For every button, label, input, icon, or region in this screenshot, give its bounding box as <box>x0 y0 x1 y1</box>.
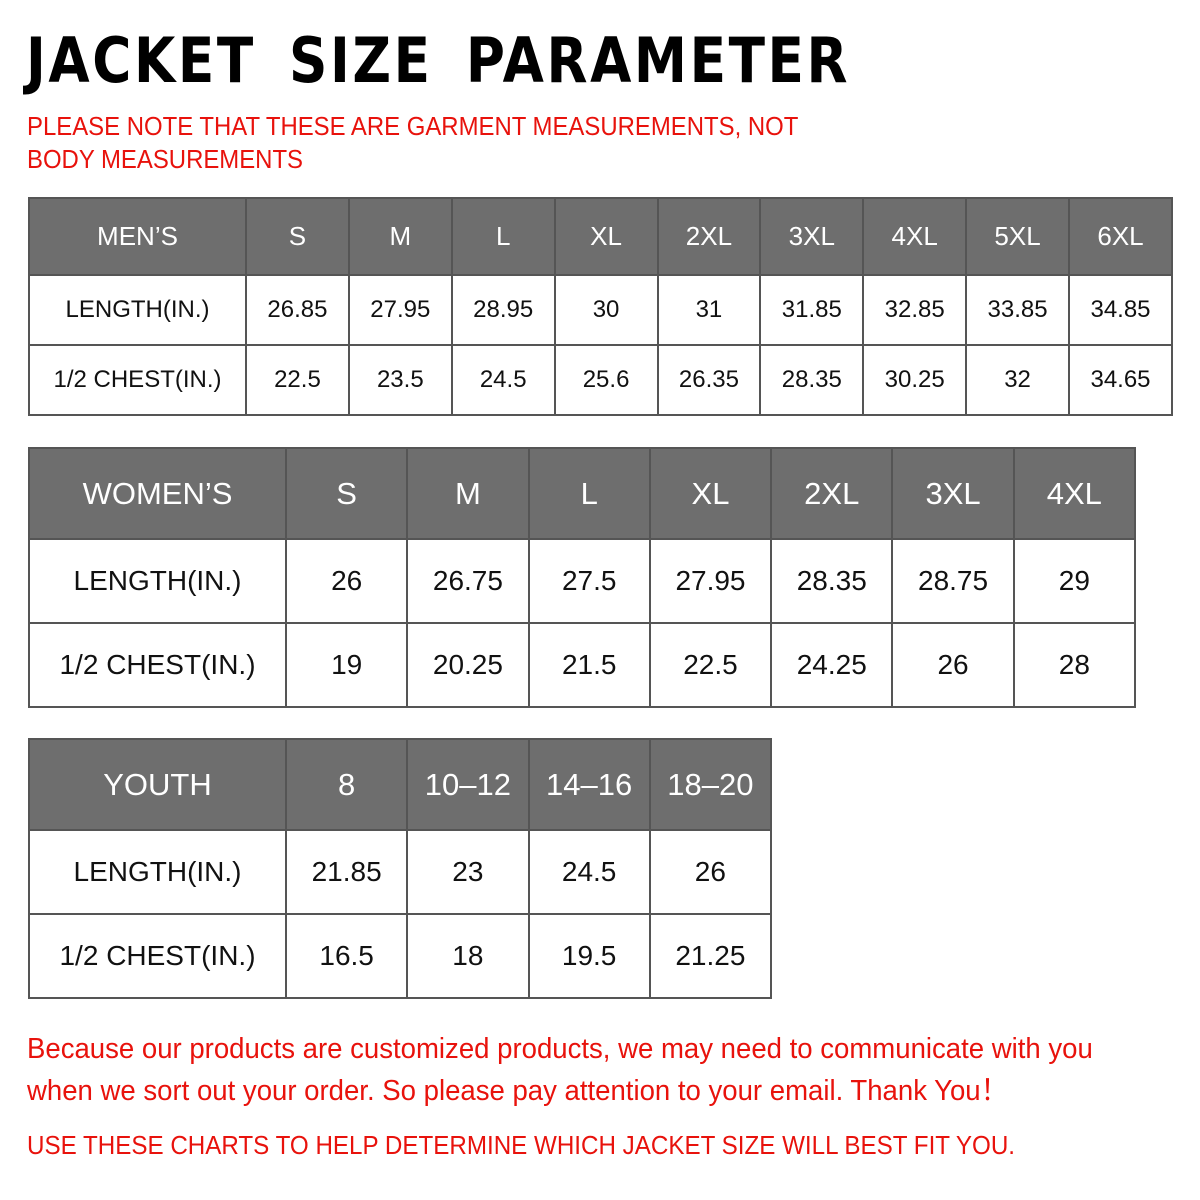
size-header: 3XL <box>759 197 865 276</box>
size-instruction: USE THESE CHARTS TO HELP DETERMINE WHICH… <box>27 1130 1016 1160</box>
measurement-cell: 24.5 <box>450 344 556 416</box>
measurement-cell: 24.5 <box>527 829 651 915</box>
size-header: 8 <box>284 738 409 831</box>
size-header: 14–16 <box>527 738 651 831</box>
measurement-cell: 28.75 <box>891 538 1015 624</box>
measurement-cell: 28.95 <box>450 274 556 346</box>
measurement-cell: 29 <box>1012 538 1137 624</box>
measurement-cell: 34.85 <box>1068 274 1173 346</box>
row-label: LENGTH(IN.) <box>28 274 247 346</box>
measurement-cell: 28 <box>1012 622 1137 708</box>
womens-size-table: WOMEN’S S M L XL 2XL 3XL 4XL LENGTH(IN.) 26 26.75 2… <box>28 447 1137 708</box>
measurement-cell: 19 <box>284 622 409 708</box>
row-label: LENGTH(IN.) <box>28 538 287 624</box>
row-label: 1/2 CHEST(IN.) <box>28 622 287 708</box>
size-header: 10–12 <box>406 738 530 831</box>
size-header: 5XL <box>965 197 1070 276</box>
size-header: 18–20 <box>648 738 773 831</box>
measurement-cell: 21.85 <box>284 829 409 915</box>
table-row: 1/2 CHEST(IN.) 22.5 23.5 24.5 25.6 26.35 28.35… <box>28 344 1173 416</box>
measurement-note: PLEASE NOTE THAT THESE ARE GARMENT MEASU… <box>27 111 798 174</box>
measurement-cell: 27.95 <box>347 274 453 346</box>
row-label: LENGTH(IN.) <box>28 829 287 915</box>
measurement-cell: 28.35 <box>770 538 894 624</box>
measurement-cell: 32 <box>965 344 1070 416</box>
table-row: LENGTH(IN.) 26 26.75 27.5 27.95 28.35 28.75 29 <box>28 538 1137 624</box>
measurement-cell: 19.5 <box>527 913 651 999</box>
measurement-cell: 21.25 <box>648 913 773 999</box>
measurement-cell: 32.85 <box>862 274 968 346</box>
size-header: M <box>406 447 530 540</box>
measurement-cell: 30.25 <box>862 344 968 416</box>
size-header: 3XL <box>891 447 1015 540</box>
measurement-cell: 16.5 <box>284 913 409 999</box>
size-header: S <box>245 197 350 276</box>
table-row: 1/2 CHEST(IN.) 19 20.25 21.5 22.5 24.25 26 28 <box>28 622 1137 708</box>
row-label: 1/2 CHEST(IN.) <box>28 344 247 416</box>
measurement-cell: 27.95 <box>648 538 773 624</box>
size-header: 2XL <box>770 447 894 540</box>
measurement-cell: 26.85 <box>245 274 350 346</box>
size-header: L <box>450 197 556 276</box>
page-title: JACKET SIZE PARAMETER <box>26 24 851 97</box>
measurement-cell: 20.25 <box>406 622 530 708</box>
measurement-cell: 31 <box>656 274 762 346</box>
measurement-cell: 30 <box>553 274 659 346</box>
table-row: LENGTH(IN.) 26.85 27.95 28.95 30 31 31.85 32.85… <box>28 274 1173 346</box>
measurement-cell: 26.35 <box>656 344 762 416</box>
measurement-cell: 26 <box>648 829 773 915</box>
youth-size-table: YOUTH 8 10–12 14–16 18–20 LENGTH(IN.) 21.85 23 2… <box>28 738 773 999</box>
category-header: YOUTH <box>28 738 287 831</box>
size-header: L <box>527 447 651 540</box>
table-header-row: YOUTH 8 10–12 14–16 18–20 <box>28 738 773 831</box>
row-label: 1/2 CHEST(IN.) <box>28 913 287 999</box>
size-header: S <box>284 447 409 540</box>
measurement-cell: 33.85 <box>965 274 1070 346</box>
table-row: 1/2 CHEST(IN.) 16.5 18 19.5 21.25 <box>28 913 773 999</box>
measurement-cell: 18 <box>406 913 530 999</box>
size-header: 2XL <box>656 197 762 276</box>
mens-size-table: MEN’S S M L XL 2XL 3XL 4XL 5XL 6XL LENGTH(IN.) 26.8… <box>28 197 1173 416</box>
table-header-row: MEN’S S M L XL 2XL 3XL 4XL 5XL 6XL <box>28 197 1173 276</box>
customization-message: Because our products are customized prod… <box>27 1033 1093 1107</box>
table-row: LENGTH(IN.) 21.85 23 24.5 26 <box>28 829 773 915</box>
table-header-row: WOMEN’S S M L XL 2XL 3XL 4XL <box>28 447 1137 540</box>
measurement-cell: 26 <box>284 538 409 624</box>
measurement-cell: 26 <box>891 622 1015 708</box>
measurement-cell: 31.85 <box>759 274 865 346</box>
measurement-cell: 28.35 <box>759 344 865 416</box>
measurement-cell: 27.5 <box>527 538 651 624</box>
size-header: XL <box>553 197 659 276</box>
measurement-cell: 23 <box>406 829 530 915</box>
measurement-cell: 22.5 <box>648 622 773 708</box>
size-header: XL <box>648 447 773 540</box>
measurement-cell: 26.75 <box>406 538 530 624</box>
category-header: WOMEN’S <box>28 447 287 540</box>
size-header: 4XL <box>1012 447 1137 540</box>
measurement-cell: 21.5 <box>527 622 651 708</box>
measurement-cell: 24.25 <box>770 622 894 708</box>
size-header: M <box>347 197 453 276</box>
category-header: MEN’S <box>28 197 247 276</box>
size-header: 4XL <box>862 197 968 276</box>
measurement-cell: 25.6 <box>553 344 659 416</box>
measurement-cell: 23.5 <box>347 344 453 416</box>
size-header: 6XL <box>1068 197 1173 276</box>
measurement-cell: 34.65 <box>1068 344 1173 416</box>
measurement-cell: 22.5 <box>245 344 350 416</box>
